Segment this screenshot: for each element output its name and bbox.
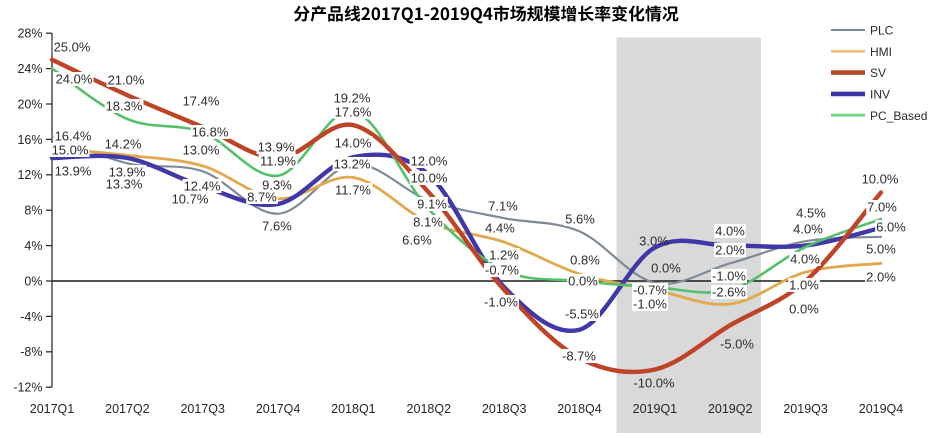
svg-text:PC_Based: PC_Based <box>870 109 927 123</box>
svg-text:9.3%: 9.3% <box>262 178 292 193</box>
svg-text:2.0%: 2.0% <box>715 243 745 258</box>
svg-text:3.0%: 3.0% <box>639 234 669 249</box>
svg-text:9.1%: 9.1% <box>417 197 447 212</box>
svg-text:21.0%: 21.0% <box>108 73 145 88</box>
svg-text:13.2%: 13.2% <box>334 157 371 172</box>
svg-text:4.0%: 4.0% <box>715 224 745 239</box>
svg-text:2017Q2: 2017Q2 <box>105 402 150 416</box>
svg-text:8.1%: 8.1% <box>413 215 443 230</box>
svg-text:10.0%: 10.0% <box>862 172 899 187</box>
svg-text:12%: 12% <box>17 168 42 182</box>
svg-text:0.8%: 0.8% <box>570 253 600 268</box>
svg-text:7.6%: 7.6% <box>262 219 292 234</box>
svg-text:16.4%: 16.4% <box>55 129 92 144</box>
svg-text:7.1%: 7.1% <box>488 199 518 214</box>
svg-text:0%: 0% <box>24 274 42 288</box>
svg-text:4%: 4% <box>24 239 42 253</box>
svg-text:13.0%: 13.0% <box>183 143 220 158</box>
svg-text:5.6%: 5.6% <box>565 212 595 227</box>
svg-text:-8%: -8% <box>20 345 42 359</box>
svg-text:-0.7%: -0.7% <box>485 263 519 278</box>
svg-text:-8.7%: -8.7% <box>562 349 596 364</box>
svg-text:0.0%: 0.0% <box>568 274 598 289</box>
svg-text:7.0%: 7.0% <box>867 200 897 215</box>
svg-text:0.0%: 0.0% <box>789 302 819 317</box>
svg-text:24.0%: 24.0% <box>56 72 93 87</box>
svg-text:4.5%: 4.5% <box>796 206 826 221</box>
svg-text:-5.0%: -5.0% <box>720 337 754 352</box>
svg-text:INV: INV <box>870 88 890 102</box>
svg-text:14.0%: 14.0% <box>335 136 372 151</box>
svg-text:PLC: PLC <box>870 24 894 38</box>
svg-text:-0.7%: -0.7% <box>633 283 667 298</box>
svg-text:16%: 16% <box>17 133 42 147</box>
svg-text:-4%: -4% <box>20 310 42 324</box>
svg-text:2018Q2: 2018Q2 <box>407 402 452 416</box>
svg-text:11.9%: 11.9% <box>260 154 296 169</box>
svg-text:13.3%: 13.3% <box>106 177 143 192</box>
svg-text:8.7%: 8.7% <box>247 190 277 205</box>
svg-text:13.9%: 13.9% <box>258 140 295 155</box>
svg-text:2017Q4: 2017Q4 <box>256 402 301 416</box>
svg-text:17.6%: 17.6% <box>335 105 372 120</box>
svg-text:2017Q3: 2017Q3 <box>180 402 225 416</box>
svg-text:-1.0%: -1.0% <box>633 297 667 312</box>
svg-text:13.9%: 13.9% <box>109 165 146 180</box>
svg-text:10.7%: 10.7% <box>172 192 209 207</box>
svg-text:17.4%: 17.4% <box>183 94 220 109</box>
svg-text:15.0%: 15.0% <box>52 143 89 158</box>
svg-text:2.0%: 2.0% <box>866 270 896 285</box>
svg-text:1.2%: 1.2% <box>489 248 519 263</box>
svg-text:-2.6%: -2.6% <box>712 285 746 300</box>
svg-text:6.6%: 6.6% <box>402 233 432 248</box>
svg-text:2019Q2: 2019Q2 <box>708 402 753 416</box>
svg-text:2019Q3: 2019Q3 <box>783 402 828 416</box>
svg-text:10.0%: 10.0% <box>411 171 448 186</box>
svg-text:8%: 8% <box>24 204 42 218</box>
svg-text:2018Q3: 2018Q3 <box>482 402 527 416</box>
svg-text:16.8%: 16.8% <box>192 125 229 140</box>
svg-text:5.0%: 5.0% <box>866 242 896 257</box>
svg-text:4.0%: 4.0% <box>793 222 823 237</box>
svg-text:HMI: HMI <box>870 45 892 59</box>
svg-text:11.7%: 11.7% <box>335 183 371 198</box>
svg-text:2018Q1: 2018Q1 <box>331 402 376 416</box>
svg-text:18.3%: 18.3% <box>106 99 143 114</box>
svg-text:24%: 24% <box>17 62 42 76</box>
svg-text:2017Q1: 2017Q1 <box>30 402 75 416</box>
svg-text:12.0%: 12.0% <box>411 154 448 169</box>
svg-text:14.2%: 14.2% <box>105 137 142 152</box>
svg-text:-10.0%: -10.0% <box>633 376 675 391</box>
svg-text:-1.0%: -1.0% <box>712 269 746 284</box>
svg-text:2019Q1: 2019Q1 <box>633 402 678 416</box>
svg-text:28%: 28% <box>17 27 42 41</box>
svg-text:-1.0%: -1.0% <box>484 295 518 310</box>
svg-text:-5.5%: -5.5% <box>565 307 599 322</box>
svg-text:SV: SV <box>870 66 886 80</box>
svg-text:4.0%: 4.0% <box>790 252 820 267</box>
svg-text:13.9%: 13.9% <box>55 164 92 179</box>
svg-text:1.0%: 1.0% <box>789 278 819 293</box>
svg-text:2018Q4: 2018Q4 <box>557 402 602 416</box>
svg-text:25.0%: 25.0% <box>54 40 91 55</box>
svg-text:6.0%: 6.0% <box>876 220 906 235</box>
svg-text:-12%: -12% <box>13 381 42 395</box>
svg-text:4.4%: 4.4% <box>485 221 515 236</box>
svg-text:19.2%: 19.2% <box>334 91 371 106</box>
svg-text:20%: 20% <box>17 97 42 111</box>
svg-text:2019Q4: 2019Q4 <box>859 402 904 416</box>
svg-text:0.0%: 0.0% <box>651 261 681 276</box>
svg-text:12.4%: 12.4% <box>184 179 221 194</box>
